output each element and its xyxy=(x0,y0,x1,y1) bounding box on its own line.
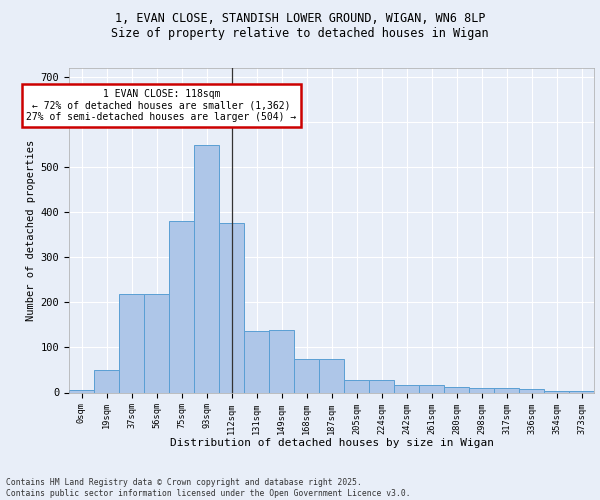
Bar xyxy=(419,385,444,392)
Bar xyxy=(244,330,269,392)
X-axis label: Distribution of detached houses by size in Wigan: Distribution of detached houses by size … xyxy=(170,438,493,448)
Text: 1, EVAN CLOSE, STANDISH LOWER GROUND, WIGAN, WN6 8LP: 1, EVAN CLOSE, STANDISH LOWER GROUND, WI… xyxy=(115,12,485,26)
Bar xyxy=(544,391,569,392)
Bar xyxy=(169,221,194,392)
Bar xyxy=(269,330,294,392)
Bar xyxy=(494,388,519,392)
Text: Contains HM Land Registry data © Crown copyright and database right 2025.
Contai: Contains HM Land Registry data © Crown c… xyxy=(6,478,410,498)
Bar xyxy=(144,294,169,392)
Bar xyxy=(219,223,244,392)
Bar xyxy=(319,358,344,392)
Bar xyxy=(569,391,594,392)
Bar xyxy=(369,380,394,392)
Bar xyxy=(294,358,319,392)
Text: Size of property relative to detached houses in Wigan: Size of property relative to detached ho… xyxy=(111,28,489,40)
Bar xyxy=(394,385,419,392)
Bar xyxy=(469,388,494,392)
Bar xyxy=(444,387,469,392)
Bar xyxy=(519,389,544,392)
Y-axis label: Number of detached properties: Number of detached properties xyxy=(26,140,37,320)
Bar xyxy=(69,390,94,392)
Bar xyxy=(344,380,369,392)
Bar xyxy=(119,294,144,392)
Bar xyxy=(194,144,219,392)
Text: 1 EVAN CLOSE: 118sqm
← 72% of detached houses are smaller (1,362)
27% of semi-de: 1 EVAN CLOSE: 118sqm ← 72% of detached h… xyxy=(26,89,296,122)
Bar xyxy=(94,370,119,392)
